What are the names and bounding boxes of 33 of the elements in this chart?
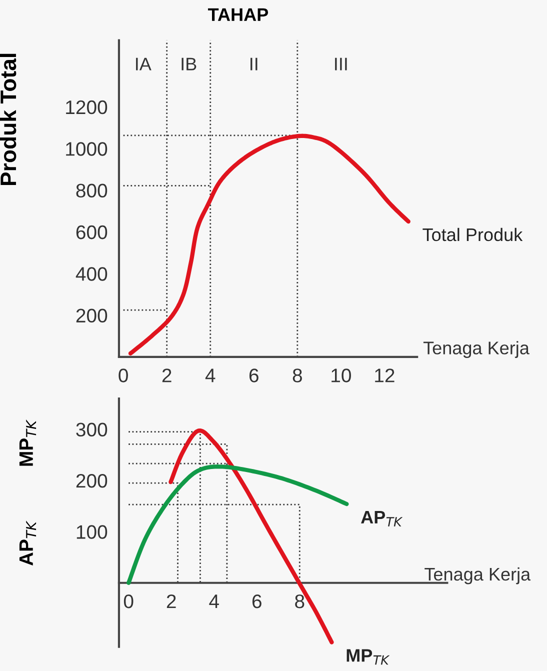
chart-title: TAHAP: [208, 8, 268, 21]
series-label: MP$_{TK}$: [346, 649, 390, 665]
y-tick-label: 100: [76, 525, 108, 539]
x-axis-title: Tenaga Kerja: [423, 341, 530, 358]
series-label: AP$_{TK}$: [361, 511, 403, 526]
x-tick-label: 6: [252, 594, 262, 608]
y-tick-label: 800: [76, 184, 108, 198]
x-tick-label: 6: [249, 368, 258, 382]
x-tick-label: 4: [205, 368, 216, 382]
y-tick-label: 300: [76, 422, 108, 437]
x-axis-title: Tenaga Kerja: [424, 567, 531, 584]
x-tick-label: 2: [162, 368, 172, 382]
annotation: IA: [136, 58, 152, 70]
series-label: Total Produk: [422, 228, 523, 242]
y-tick-label: 400: [76, 267, 108, 281]
y-tick-label: 1200: [66, 100, 108, 114]
x-tick-label: 10: [332, 368, 351, 382]
x-tick-label: 8: [295, 594, 304, 608]
y-axis-title: Produk Total: [0, 54, 16, 186]
y-tick-label: 200: [76, 474, 108, 488]
y-tick-label: 200: [76, 308, 108, 323]
annotation: II: [250, 58, 258, 70]
x-tick-label: 0: [124, 594, 134, 608]
x-tick-label: 0: [118, 368, 128, 382]
x-tick-label: 8: [292, 368, 302, 382]
x-tick-label: 2: [166, 594, 176, 608]
x-tick-label: 4: [209, 594, 219, 608]
text: AP$_{TK}$ MP$_{TK}$: [19, 420, 36, 566]
y-tick-label: 600: [76, 225, 108, 240]
annotation: IB: [182, 58, 196, 70]
x-tick-label: 12: [375, 368, 394, 382]
annotation: III: [335, 58, 347, 70]
y-tick-label: 1000: [66, 142, 108, 156]
